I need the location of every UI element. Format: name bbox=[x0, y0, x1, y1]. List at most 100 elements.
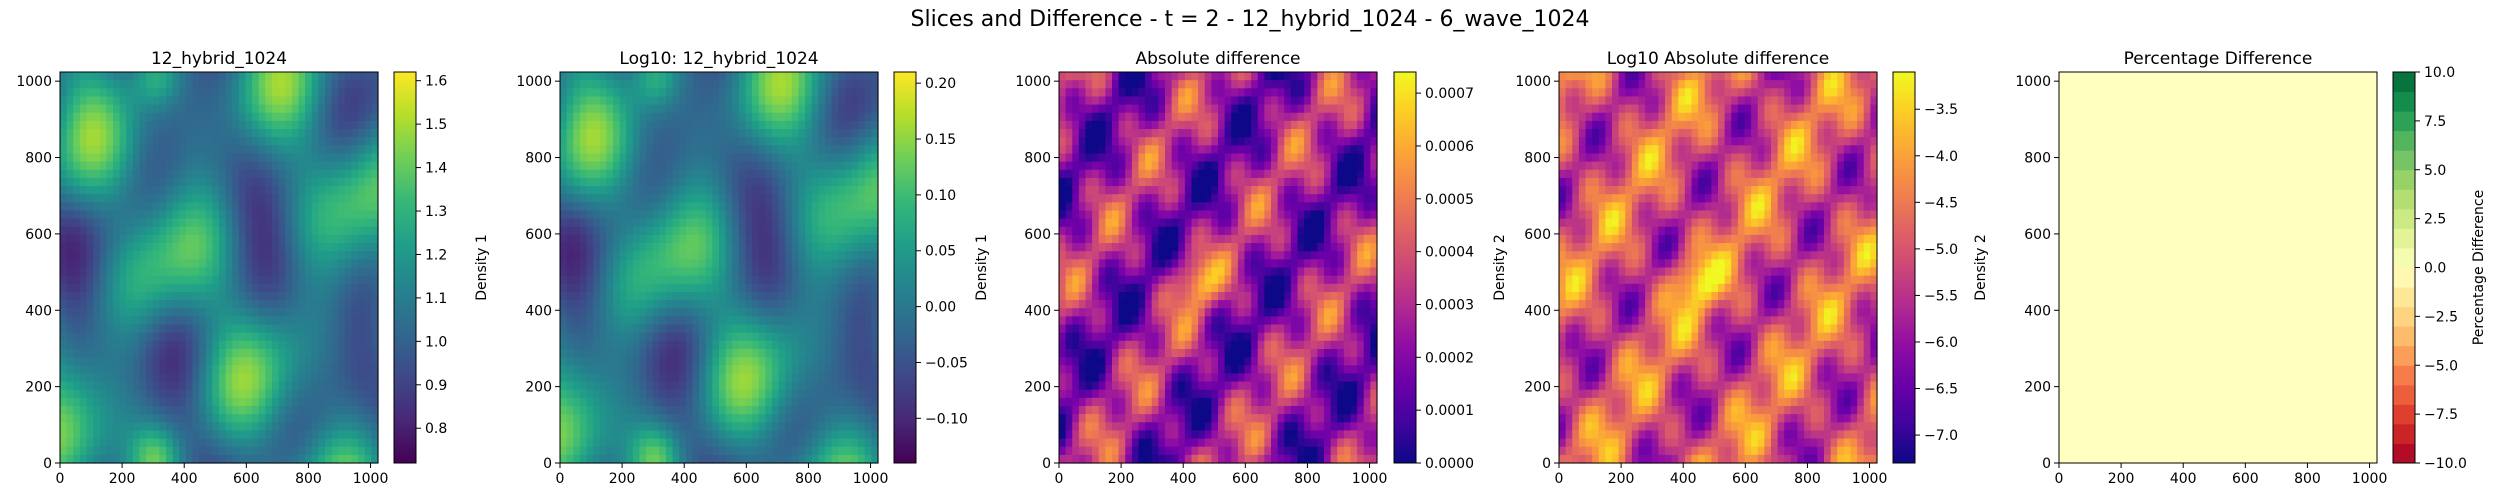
panel-1-ytick: 1000 bbox=[16, 74, 52, 90]
panel-4-xtick: 800 bbox=[1794, 471, 1821, 487]
figure-suptitle: Slices and Difference - t = 2 - 12_hybri… bbox=[911, 7, 1590, 32]
panel-4-title: Log10 Absolute difference bbox=[1607, 49, 1829, 69]
panel-3-colorbar-label: Density 2 bbox=[1492, 234, 1508, 301]
panel-2-xtick: 200 bbox=[609, 471, 636, 487]
panel-2-ytick: 800 bbox=[525, 151, 552, 167]
panel-4-xtick: 200 bbox=[1608, 471, 1635, 487]
panel-4-xtick: 1000 bbox=[1852, 471, 1888, 487]
panel-4-ytick: 1000 bbox=[1515, 74, 1551, 90]
panel-5-ytick: 1000 bbox=[2015, 74, 2051, 90]
panel-4-colorbar-tick: −6.5 bbox=[1924, 382, 1958, 398]
panel-3-colorbar-tick: 0.0006 bbox=[1425, 139, 1474, 155]
panel-2-heatmap bbox=[560, 72, 879, 464]
panel-1-xtick: 200 bbox=[109, 471, 136, 487]
panel-5-colorbar-tick: −7.5 bbox=[2424, 407, 2458, 423]
panel-5-colorbar-tick: 7.5 bbox=[2424, 114, 2446, 130]
panel-4-colorbar-tick: −3.5 bbox=[1924, 102, 1958, 118]
panel-4-colorbar-tick: −4.0 bbox=[1924, 149, 1958, 165]
panel-5-ytick: 800 bbox=[2024, 151, 2051, 167]
panel-4-colorbar-tick: −7.0 bbox=[1924, 428, 1958, 444]
panel-2-colorbar-label: Density 1 bbox=[974, 234, 990, 301]
panel-1-ytick: 0 bbox=[43, 456, 52, 472]
chart-panel-5: Percentage Difference 0 200 400 600 800 1000 0 2… bbox=[2015, 49, 2487, 487]
panel-1-heatmap bbox=[60, 72, 379, 464]
panel-2-ytick: 0 bbox=[543, 456, 552, 472]
chart-panel-1: 12_hybrid_1024 0 200 400 600 800 1000 0 200 400 60… bbox=[16, 49, 490, 487]
panel-3-xtick: 600 bbox=[1232, 471, 1259, 487]
panel-1-ytick: 400 bbox=[25, 303, 52, 319]
panel-4-colorbar-tick: −5.5 bbox=[1924, 288, 1958, 304]
chart-panel-4: Log10 Absolute difference 0 200 400 600 800 10… bbox=[1515, 49, 1989, 487]
panel-3-colorbar-tick: 0.0005 bbox=[1425, 192, 1474, 208]
panel-4-colorbar: −7.0 −6.5 −6.0 −5.5 −5.0 −4.5 −4.0 −3.5 Density … bbox=[1892, 71, 1989, 464]
panel-1-xtick: 800 bbox=[295, 471, 322, 487]
panel-2-ytick: 400 bbox=[525, 303, 552, 319]
panel-1-xtick: 0 bbox=[56, 471, 65, 487]
panel-4-colorbar-tick: −4.5 bbox=[1924, 195, 1958, 211]
panel-4-ytick: 600 bbox=[1524, 227, 1551, 243]
panel-3-heatmap bbox=[1059, 72, 1378, 464]
panel-4-colorbar-tick: −6.0 bbox=[1924, 335, 1958, 351]
panel-4-xtick: 600 bbox=[1732, 471, 1759, 487]
panel-1-colorbar-tick: 1.3 bbox=[425, 204, 447, 220]
panel-3-xtick: 400 bbox=[1170, 471, 1197, 487]
panel-1-colorbar: 0.8 0.9 1.0 1.1 1.2 1.3 1.4 1.5 1.6 Density 1 bbox=[393, 71, 490, 464]
panel-5-xtick: 800 bbox=[2294, 471, 2321, 487]
panel-5-title: Percentage Difference bbox=[2124, 49, 2313, 69]
panel-1-colorbar-tick: 1.6 bbox=[425, 74, 447, 90]
panel-2-ytick: 200 bbox=[525, 380, 552, 396]
panel-5-colorbar-tick: 5.0 bbox=[2424, 163, 2446, 179]
panel-3-xtick: 0 bbox=[1055, 471, 1064, 487]
panel-3-xtick: 1000 bbox=[1352, 471, 1388, 487]
panel-5-xtick: 200 bbox=[2108, 471, 2135, 487]
panel-1-xtick: 1000 bbox=[353, 471, 389, 487]
panel-5-xtick: 0 bbox=[2055, 471, 2064, 487]
panel-1-colorbar-tick: 0.8 bbox=[425, 421, 447, 437]
panel-2-colorbar: −0.10 −0.05 0.00 0.05 0.10 0.15 0.20 Density 1 bbox=[893, 71, 990, 464]
panel-2-colorbar-tick: 0.05 bbox=[925, 244, 956, 260]
panel-5-ytick: 0 bbox=[2042, 456, 2051, 472]
panel-3-colorbar-tick: 0.0003 bbox=[1425, 297, 1474, 313]
panel-1-colorbar-tick: 0.9 bbox=[425, 378, 447, 394]
panel-3-colorbar-tick: 0.0004 bbox=[1425, 245, 1474, 261]
panel-1-ytick: 200 bbox=[25, 380, 52, 396]
panel-5-colorbar-tick: −5.0 bbox=[2424, 358, 2458, 374]
panel-4-ytick: 800 bbox=[1524, 151, 1551, 167]
panel-4-xtick: 400 bbox=[1670, 471, 1697, 487]
panel-3-ytick: 1000 bbox=[1015, 74, 1051, 90]
panel-5-colorbar-tick: 10.0 bbox=[2424, 65, 2455, 81]
panel-4-colorbar-label: Density 2 bbox=[1973, 234, 1989, 301]
panel-1-colorbar-tick: 1.4 bbox=[425, 161, 447, 177]
panel-4-ytick: 200 bbox=[1524, 380, 1551, 396]
panel-5-colorbar-tick: 2.5 bbox=[2424, 212, 2446, 228]
panel-4-heatmap bbox=[1559, 72, 1878, 464]
panel-5-xtick: 1000 bbox=[2352, 471, 2388, 487]
panel-3-xtick: 200 bbox=[1108, 471, 1135, 487]
panel-2-xtick: 400 bbox=[671, 471, 698, 487]
panel-5-ytick: 600 bbox=[2024, 227, 2051, 243]
panel-3-colorbar: 0.0000 0.0001 0.0002 0.0003 0.0004 0.0005 0.00… bbox=[1393, 71, 1508, 472]
panel-2-colorbar-tick: −0.05 bbox=[925, 355, 968, 371]
panel-5-colorbar-tick: −2.5 bbox=[2424, 309, 2458, 325]
panel-3-colorbar-tick: 0.0007 bbox=[1425, 86, 1474, 102]
panel-2-xtick: 600 bbox=[733, 471, 760, 487]
panel-4-ytick: 0 bbox=[1542, 456, 1551, 472]
panel-2-colorbar-tick: 0.15 bbox=[925, 132, 956, 148]
panel-4-ytick: 400 bbox=[1524, 303, 1551, 319]
panel-3-ytick: 0 bbox=[1042, 456, 1051, 472]
panel-1-colorbar-tick: 1.0 bbox=[425, 334, 447, 350]
panel-1-xtick: 400 bbox=[171, 471, 198, 487]
chart-panel-3: Absolute difference 0 200 400 600 800 1000 0 200… bbox=[1015, 49, 1508, 487]
panel-2-title: Log10: 12_hybrid_1024 bbox=[619, 49, 818, 69]
panel-2-xtick: 800 bbox=[795, 471, 822, 487]
panel-4-xtick: 0 bbox=[1555, 471, 1564, 487]
panel-3-ytick: 400 bbox=[1024, 303, 1051, 319]
panel-5-ytick: 400 bbox=[2024, 303, 2051, 319]
panel-1-xtick: 600 bbox=[233, 471, 260, 487]
panel-2-xtick: 0 bbox=[556, 471, 565, 487]
panel-5-heatmap bbox=[2059, 72, 2377, 463]
panel-3-ytick: 200 bbox=[1024, 380, 1051, 396]
panel-2-colorbar-tick: 0.10 bbox=[925, 188, 956, 204]
panel-3-ytick: 800 bbox=[1024, 151, 1051, 167]
